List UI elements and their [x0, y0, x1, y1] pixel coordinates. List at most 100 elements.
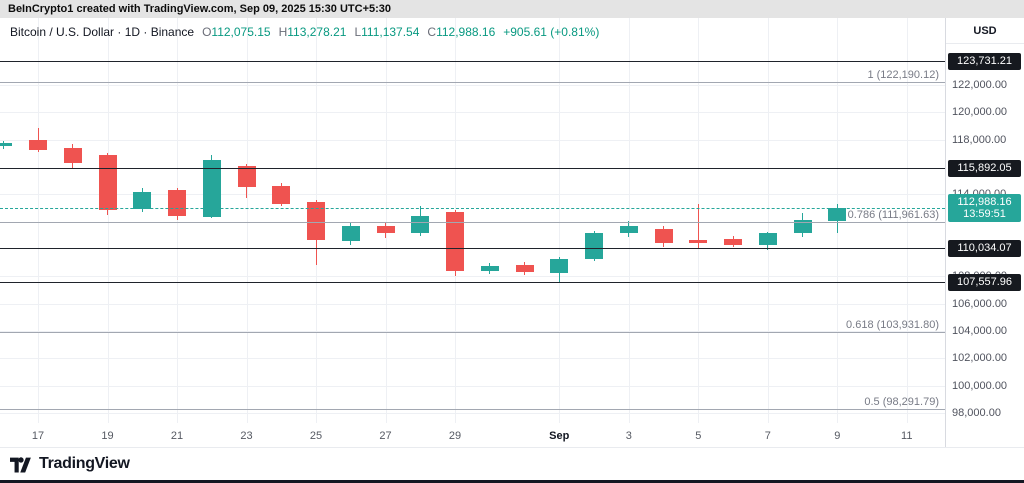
candle-body: [515, 265, 534, 272]
candle-body: [29, 140, 47, 150]
candle-body: [237, 166, 256, 187]
price-tick-label: 98,000.00: [952, 406, 1001, 419]
candle-body: [585, 232, 603, 259]
horizontal-gridline: [0, 84, 945, 86]
vertical-gridline: [768, 18, 769, 423]
time-axis-label: 7: [764, 430, 771, 442]
candle-body: [272, 186, 291, 204]
candle-wick: [697, 203, 699, 248]
symbol-header: Bitcoin / U.S. Dollar · 1D · Binance O112…: [10, 25, 599, 39]
horizontal-gridline: [0, 139, 945, 141]
time-axis-label: 11: [901, 430, 913, 442]
price-tick-label: 100,000.00: [952, 379, 1008, 392]
horizontal-gridline: [0, 112, 945, 114]
close-label: C: [427, 25, 437, 39]
fib-level-label: 0.618 (103,931.80): [846, 318, 939, 331]
candle-body: [307, 201, 325, 241]
fib-level-label: 0.5 (98,291.79): [864, 395, 939, 408]
ohlc-low: L111,137.54: [354, 25, 419, 39]
time-axis-label: 9: [834, 430, 841, 442]
candle-body: [133, 192, 152, 210]
plot-area[interactable]: Bitcoin / U.S. Dollar · 1D · Binance O112…: [0, 18, 945, 447]
fib-level-line[interactable]: [0, 331, 945, 333]
price-level-badge: 123,731.21: [948, 53, 1021, 71]
fib-level-line[interactable]: [0, 82, 945, 84]
vertical-gridline: [386, 18, 387, 423]
candle-body: [724, 238, 742, 245]
candle-body: [689, 240, 708, 244]
time-axis-label: 29: [448, 430, 462, 442]
vertical-gridline: [38, 18, 39, 423]
last-price-badge: 112,988.16 13:59:51: [948, 194, 1021, 223]
price-tick-label: 106,000.00: [952, 297, 1008, 310]
candle-wick: [37, 128, 39, 152]
candle-body: [411, 216, 430, 233]
fib-level-line[interactable]: [0, 222, 945, 224]
vertical-gridline: [108, 18, 109, 423]
horizontal-gridline: [0, 303, 945, 305]
price-tick-label: 102,000.00: [952, 352, 1008, 365]
price-level-badge: 110,034.07: [948, 240, 1021, 258]
fib-level-label: 1 (122,190.12): [867, 69, 939, 82]
currency-label[interactable]: USD: [946, 18, 1024, 44]
horizontal-gridline: [0, 385, 945, 387]
price-tick-label: 104,000.00: [952, 324, 1008, 337]
vertical-gridline: [177, 18, 178, 423]
candle-body: [550, 258, 569, 273]
time-axis-label: 19: [101, 430, 114, 442]
price-level-line[interactable]: [0, 282, 945, 284]
last-price-value: 112,988.16: [957, 196, 1012, 209]
horizontal-gridline: [0, 412, 945, 414]
time-axis-label: 3: [625, 430, 632, 442]
high-label: H: [278, 25, 288, 39]
price-level-line[interactable]: [0, 61, 945, 63]
horizontal-gridline: [0, 358, 945, 360]
bottom-border: [0, 480, 1024, 483]
symbol-title[interactable]: Bitcoin / U.S. Dollar · 1D · Binance: [10, 25, 195, 39]
time-axis-label: 27: [379, 430, 392, 442]
ohlc-high: H113,278.21: [279, 25, 347, 39]
candle-body: [202, 160, 221, 217]
vertical-gridline: [629, 18, 630, 423]
price-tick-label: 120,000.00: [952, 106, 1008, 119]
price-axis[interactable]: USD 123,731.21 115,892.05 112,988.16 13:59:…: [945, 18, 1024, 447]
candle-body: [341, 225, 360, 241]
ohlc-open: O112,075.15: [202, 25, 271, 39]
candle-body: [828, 208, 847, 221]
time-axis-label: Sep: [549, 430, 570, 442]
time-axis-label: 5: [695, 430, 702, 442]
tradingview-brand-text[interactable]: TradingView: [39, 455, 130, 472]
candle-body: [619, 225, 638, 233]
candle-body: [168, 190, 186, 217]
last-price-line: [0, 208, 945, 210]
candle-body: [480, 266, 499, 271]
price-tick-label: 118,000.00: [952, 133, 1007, 146]
candle-body: [793, 220, 812, 233]
bottom-bar: TradingView: [0, 447, 1024, 480]
open-label: O: [202, 25, 212, 39]
countdown-timer: 13:59:51: [963, 208, 1006, 221]
low-value: 111,137.54: [361, 25, 420, 39]
vertical-gridline: [247, 18, 248, 423]
high-value: 113,278.21: [287, 25, 347, 39]
attribution-text: BeInCrypto1 created with TradingView.com…: [8, 3, 392, 15]
horizontal-gridline: [0, 194, 945, 196]
vertical-gridline: [907, 18, 908, 423]
open-value: 112,075.15: [211, 25, 271, 39]
price-level-line[interactable]: [0, 168, 945, 170]
candle-body: [446, 212, 464, 271]
low-label: L: [354, 25, 362, 39]
fib-level-line[interactable]: [0, 408, 945, 410]
candle-body: [758, 232, 777, 245]
candle-body: [376, 225, 395, 233]
price-change: +905.61 (+0.81%): [503, 25, 600, 39]
candle-body: [98, 154, 117, 210]
time-axis-label: 23: [240, 430, 253, 442]
close-value: 112,988.16: [436, 25, 496, 39]
price-level-line[interactable]: [0, 248, 945, 250]
horizontal-gridline: [0, 330, 945, 332]
ohlc-close: C112,988.16: [427, 25, 495, 39]
tradingview-logo-icon[interactable]: [10, 455, 32, 474]
time-axis-label: 25: [309, 430, 323, 442]
candle-body: [63, 147, 82, 163]
